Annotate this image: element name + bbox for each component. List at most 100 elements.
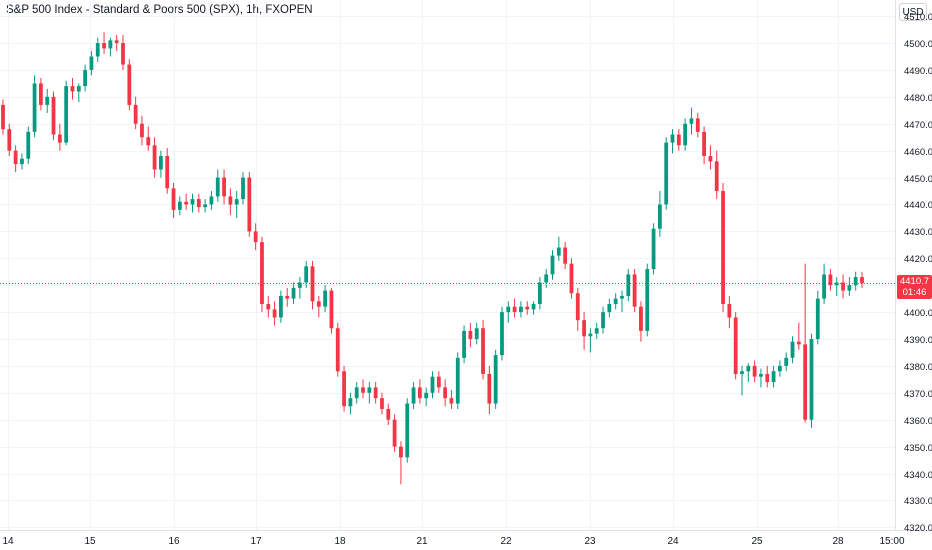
candle-body	[771, 371, 776, 383]
candle-body	[443, 387, 448, 399]
candle	[114, 34, 119, 52]
candle	[519, 301, 523, 318]
candle	[759, 368, 763, 388]
candle-body	[304, 266, 309, 283]
price-tick-label: 4450.0	[904, 174, 932, 185]
currency-button[interactable]: USD	[899, 3, 927, 21]
candle-body	[834, 282, 839, 286]
price-tick-label: 4480.0	[904, 93, 932, 104]
candle-body	[121, 43, 125, 65]
candle	[260, 236, 264, 313]
candle	[601, 306, 605, 334]
candle	[860, 271, 864, 288]
candle	[348, 392, 353, 415]
bar-countdown-label: 01:46	[902, 286, 927, 298]
candle-body	[222, 177, 226, 197]
candle-body	[405, 403, 410, 458]
candle	[632, 269, 637, 313]
candle	[335, 322, 340, 377]
candle-body	[860, 277, 864, 284]
candle-body	[140, 123, 144, 138]
time-axis: 14 15 16 17 18 21 22 23 24 25 28 15:00	[2, 536, 905, 547]
candle	[215, 169, 220, 202]
candle	[184, 193, 189, 210]
candle-body	[519, 306, 523, 313]
candle	[803, 263, 808, 423]
candle	[89, 51, 94, 76]
candle-body	[133, 104, 138, 124]
candle-body	[822, 274, 826, 299]
candle	[39, 78, 43, 111]
candle-body	[721, 191, 725, 305]
candle-body	[449, 398, 454, 404]
candle	[702, 126, 706, 165]
candle-body	[575, 293, 580, 321]
candle	[828, 269, 833, 291]
candle-body	[601, 312, 605, 329]
candle-body	[481, 328, 485, 374]
candle	[95, 37, 100, 62]
candle	[291, 282, 296, 305]
candle	[405, 398, 410, 463]
price-tick-label: 4440.0	[904, 200, 932, 211]
candle-body	[367, 387, 372, 393]
candle-body	[171, 188, 176, 210]
candle-body	[727, 304, 732, 318]
candle-body	[127, 64, 132, 105]
price-tick-label: 4380.0	[904, 362, 932, 373]
candle	[165, 147, 170, 194]
candle	[815, 290, 820, 345]
candle-body	[102, 43, 106, 49]
candle	[203, 199, 208, 213]
candle	[222, 169, 226, 205]
candle-body	[20, 158, 24, 165]
candle	[190, 193, 195, 213]
candle	[487, 365, 492, 415]
candle	[102, 32, 106, 54]
candle-body	[89, 56, 94, 70]
candle-body	[657, 204, 662, 229]
candle	[455, 352, 460, 409]
price-tick-label: 4370.0	[904, 389, 932, 400]
candle-body	[474, 328, 479, 339]
candle	[493, 349, 498, 409]
candle	[76, 83, 81, 103]
candle-body	[468, 330, 473, 339]
time-tick-label: 14	[2, 536, 14, 547]
candle	[152, 137, 157, 178]
candle-body	[702, 131, 706, 157]
candle	[784, 352, 789, 372]
candle-body	[272, 309, 277, 318]
candle	[594, 322, 599, 339]
candle-body	[847, 285, 852, 291]
candle-body	[607, 304, 612, 313]
candle	[279, 290, 283, 323]
price-tick-label: 4430.0	[904, 227, 932, 238]
candle-body	[512, 306, 517, 313]
candle-body	[114, 40, 119, 44]
candle-body	[544, 274, 549, 283]
candle	[500, 306, 504, 361]
candle-body	[632, 274, 637, 307]
candle	[361, 379, 365, 399]
candle	[569, 258, 574, 299]
time-tick-label: 15:00	[879, 536, 904, 547]
candle-body	[209, 196, 214, 205]
candle-body	[796, 341, 801, 345]
candle	[822, 263, 826, 305]
candle-body	[588, 333, 593, 337]
candle-body	[733, 317, 738, 374]
candle	[51, 91, 56, 140]
candle	[436, 371, 441, 393]
candle-body	[95, 43, 100, 57]
candle-body	[184, 201, 189, 205]
candle	[733, 312, 738, 380]
price-tick-label: 4350.0	[904, 443, 932, 454]
candle-body	[746, 365, 751, 372]
candle	[582, 312, 586, 350]
price-tick-label: 4360.0	[904, 416, 932, 427]
candle-body	[39, 83, 43, 105]
candle-body	[777, 365, 782, 372]
candle-body	[190, 199, 195, 205]
